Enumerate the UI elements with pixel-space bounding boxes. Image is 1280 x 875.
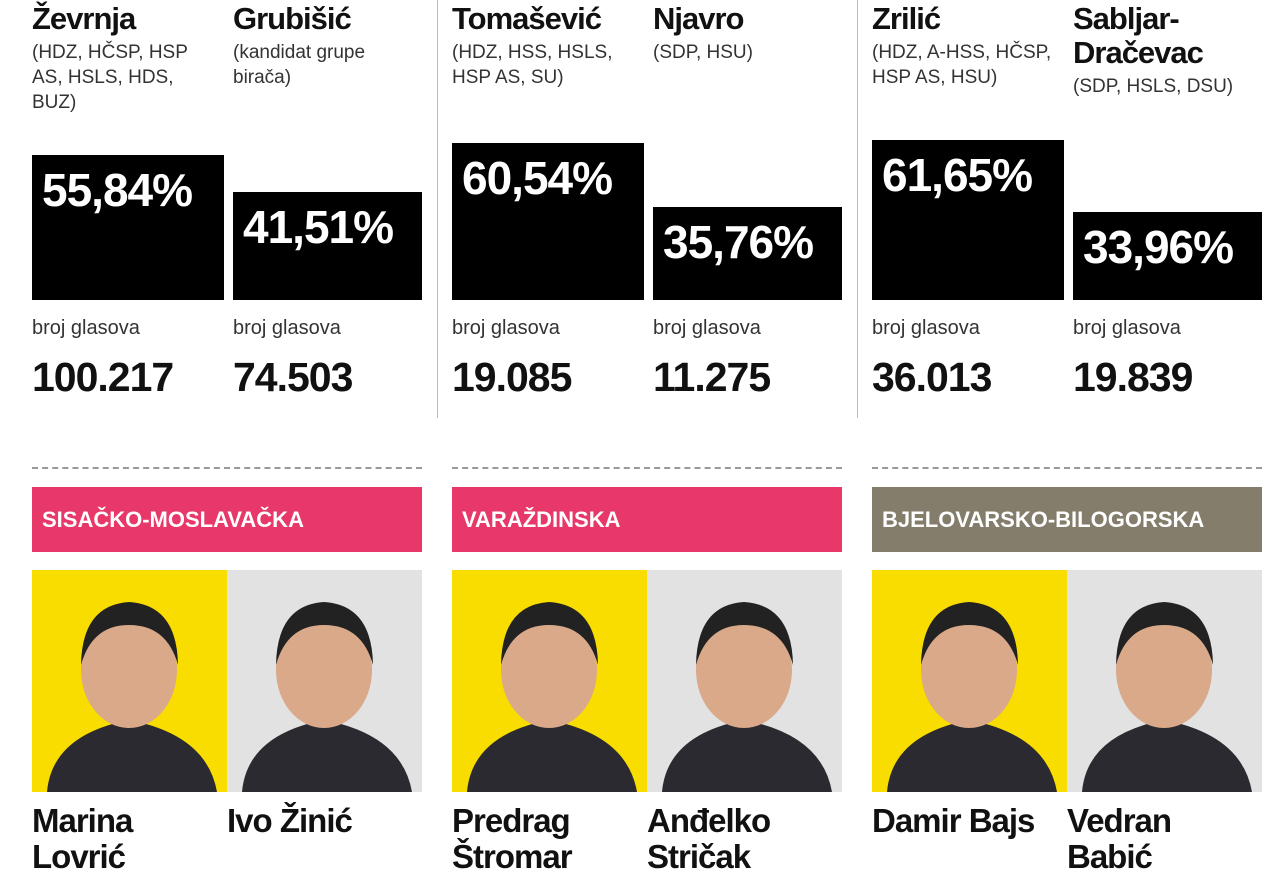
page: (() => { const data = JSON.parse(documen… [32, 0, 1262, 875]
portrait [1082, 602, 1252, 792]
party-list: (HDZ, HČSP, HSP AS, HSLS, HDS, BUZ) [32, 42, 188, 113]
candidate-name: Ivo Žinić [227, 802, 353, 839]
result-bar: 33,96% [1073, 211, 1262, 300]
photo [647, 570, 842, 792]
separator [452, 467, 842, 469]
votes-caption: broj glasova [32, 317, 140, 339]
percent-label: 35,76% [663, 216, 814, 269]
photo [227, 570, 422, 792]
percent-label: 33,96% [1083, 220, 1234, 273]
candidate-name: Tomašević [452, 1, 602, 36]
region-header: BJELOVARSKO-BILOGORSKA [872, 487, 1262, 552]
candidate-header: Grubišić (kandidat grupe birača) [233, 2, 418, 90]
percent-label: 41,51% [243, 201, 394, 254]
divider [437, 0, 438, 418]
divider [857, 0, 858, 418]
party-list: (kandidat grupe birača) [233, 42, 366, 88]
photo [452, 570, 647, 792]
photo [872, 570, 1067, 792]
party-list: (HDZ, A-HSS, HČSP, HSP AS, HSU) [872, 42, 1052, 88]
separator [872, 467, 1262, 469]
candidate-header: Ževrnja (HDZ, HČSP, HSP AS, HSLS, HDS, BU… [32, 2, 217, 115]
candidate-header: Njavro (SDP, HSU) [653, 2, 838, 65]
percent-label: 60,54% [462, 151, 613, 204]
result-bar: 35,76% [653, 207, 842, 300]
portrait [242, 602, 412, 792]
portrait [47, 602, 217, 792]
votes-caption: broj glasova [233, 317, 341, 339]
result-bar: 55,84% [32, 154, 224, 300]
votes-caption: broj glasova [872, 317, 980, 339]
photo [1067, 570, 1262, 792]
votes-count: 19.085 [452, 354, 572, 400]
candidate-name: Marina Lovrić [32, 802, 133, 875]
party-list: (SDP, HSLS, DSU) [1073, 76, 1234, 97]
portrait [467, 602, 637, 792]
votes-caption: broj glasova [1073, 317, 1181, 339]
votes-count: 74.503 [233, 354, 353, 400]
candidate-header: Zrilić (HDZ, A-HSS, HČSP, HSP AS, HSU) [872, 2, 1057, 90]
candidate-header: Sabljar-Dračevac (SDP, HSLS, DSU) [1073, 2, 1258, 99]
votes-count: 19.839 [1073, 354, 1193, 400]
candidate-name: Damir Bajs [872, 802, 1035, 839]
candidate-header: Tomašević (HDZ, HSS, HSLS, HSP AS, SU) [452, 2, 637, 90]
votes-count: 11.275 [653, 354, 771, 400]
portrait [887, 602, 1057, 792]
votes-count: 36.013 [872, 354, 992, 400]
percent-label: 61,65% [882, 148, 1033, 201]
portrait [662, 602, 832, 792]
votes-caption: broj glasova [452, 317, 560, 339]
votes-count: 100.217 [32, 354, 174, 400]
candidate-name: Sabljar-Dračevac [1073, 1, 1204, 70]
region-header: SISAČKO-MOSLAVAČKA [32, 487, 422, 552]
party-list: (SDP, HSU) [653, 42, 753, 63]
percent-label: 55,84% [42, 163, 193, 216]
photo [32, 570, 227, 792]
candidate-name: Njavro [653, 1, 744, 36]
candidate-name: Zrilić [872, 1, 941, 36]
candidate-name: Ževrnja [32, 1, 136, 36]
party-list: (HDZ, HSS, HSLS, HSP AS, SU) [452, 42, 613, 88]
candidate-name: Vedran Babić [1067, 802, 1172, 875]
result-bar: 61,65% [872, 139, 1064, 300]
region-header: VARAŽDINSKA [452, 487, 842, 552]
candidate-name: Anđelko Stričak [647, 802, 771, 875]
separator [32, 467, 422, 469]
candidate-name: Predrag Štromar [452, 802, 573, 875]
result-bar: 41,51% [233, 192, 422, 300]
votes-caption: broj glasova [653, 317, 761, 339]
result-bar: 60,54% [452, 142, 644, 300]
candidate-name: Grubišić [233, 1, 352, 36]
